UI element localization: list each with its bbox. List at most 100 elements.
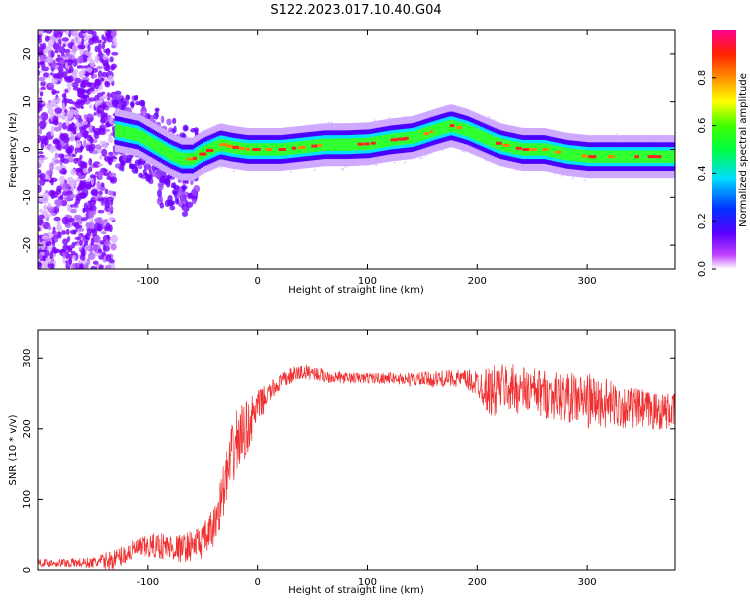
snr-x-axis-label: Height of straight line (km) <box>288 585 424 596</box>
heat-cell <box>65 147 73 154</box>
snr-x-tick-label: 300 <box>578 577 597 588</box>
heat-band-cell <box>273 143 276 156</box>
heat-cell <box>57 65 64 73</box>
heat-cell <box>166 118 172 126</box>
heat-peak-cell <box>245 147 250 151</box>
heat-peak-cell <box>278 148 287 151</box>
colorbar-tick-label: 0.4 <box>697 165 708 181</box>
heat-cell <box>75 139 81 149</box>
heat-cell <box>104 81 110 86</box>
heat-cell <box>78 228 85 232</box>
heat-band-cell <box>182 152 186 166</box>
heat-cell <box>107 136 114 144</box>
heat-cell <box>38 134 42 144</box>
heat-cell <box>47 213 52 218</box>
heat-cell <box>88 104 93 109</box>
heat-cell <box>99 155 103 160</box>
heat-cell <box>38 104 43 112</box>
heat-band-cell <box>481 130 485 144</box>
heat-cell <box>38 76 46 82</box>
heat-cell <box>186 201 194 208</box>
heat-cell <box>77 44 86 50</box>
heat-band-cell <box>163 144 166 157</box>
heat-cell <box>110 265 116 269</box>
heat-cell <box>101 148 108 157</box>
heat-cell <box>53 30 60 38</box>
heat-band-cell <box>490 134 494 148</box>
heat-cell <box>66 83 73 87</box>
heat-cell <box>39 55 47 60</box>
heat-band-cell <box>134 128 138 141</box>
heat-cell <box>63 92 67 102</box>
heat-cell <box>65 118 70 127</box>
heat-band-cell <box>161 142 164 156</box>
heat-cell <box>173 125 177 133</box>
heat-cell <box>113 158 117 162</box>
heat-cell <box>553 172 556 175</box>
heat-peak-cell <box>232 145 239 149</box>
heat-cell <box>52 206 60 214</box>
heat-cell <box>181 211 189 217</box>
heat-cell <box>89 246 93 255</box>
heat-band-cell <box>622 150 625 163</box>
heat-band-cell <box>466 124 469 137</box>
heat-cell <box>104 200 110 209</box>
heat-cell <box>41 100 45 105</box>
heat-band-cell <box>437 122 441 136</box>
heat-cell <box>54 49 59 54</box>
heat-cell <box>71 82 79 88</box>
heat-peak-cell <box>357 142 364 146</box>
heat-cell <box>54 107 63 114</box>
heat-cell <box>52 42 60 50</box>
heat-band-cell <box>598 150 601 163</box>
spectrogram-x-tick-label: 300 <box>578 276 597 287</box>
heat-peak-cell <box>186 157 194 161</box>
heat-cell <box>61 37 69 42</box>
heat-cell <box>54 238 59 243</box>
heat-cell <box>232 170 235 173</box>
heat-band-cell <box>323 138 327 151</box>
heat-cell <box>70 229 77 235</box>
heat-peak-cell <box>502 143 510 147</box>
heat-band-cell <box>477 128 480 142</box>
colorbar-gradient <box>712 30 736 269</box>
heat-cell <box>160 115 165 124</box>
heat-cell <box>107 75 114 83</box>
heat-band-cell <box>308 140 311 153</box>
heat-cell <box>102 244 106 252</box>
heat-cell <box>122 100 127 108</box>
heat-band-cell <box>378 135 382 149</box>
heat-cell <box>97 163 104 167</box>
heat-band-cell <box>551 145 555 158</box>
snr-x-tick-label: 100 <box>358 577 377 588</box>
heat-band-cell <box>668 150 672 163</box>
heat-cell <box>87 44 91 52</box>
heat-band-cell <box>130 127 133 140</box>
heat-peak-cell <box>430 129 434 133</box>
heat-cell <box>193 127 199 133</box>
heat-band-cell <box>624 150 628 163</box>
heat-band-cell <box>385 134 388 147</box>
heat-band-cell <box>178 151 182 165</box>
heat-band-cell <box>145 134 149 147</box>
heat-cell <box>96 104 105 114</box>
heat-cell <box>98 190 103 196</box>
heat-cell <box>103 36 107 44</box>
heat-cell <box>96 65 103 70</box>
heat-band-cell <box>125 126 129 139</box>
colorbar-label: Normalized spectral amplitude <box>738 73 749 227</box>
heat-cell <box>421 156 424 159</box>
heat-band-cell <box>321 138 324 152</box>
heat-cell <box>571 177 574 180</box>
heat-cell <box>111 51 119 56</box>
heat-cell <box>56 225 63 232</box>
heat-peak-cell <box>192 156 198 160</box>
heat-peak-cell <box>528 148 537 151</box>
heat-band-cell <box>171 149 175 162</box>
heat-cell <box>583 179 586 182</box>
heat-cell <box>404 115 407 118</box>
heat-band-cell <box>642 150 645 163</box>
heat-cell <box>89 217 94 224</box>
heat-cell <box>51 104 59 108</box>
heat-band-cell <box>420 128 423 141</box>
